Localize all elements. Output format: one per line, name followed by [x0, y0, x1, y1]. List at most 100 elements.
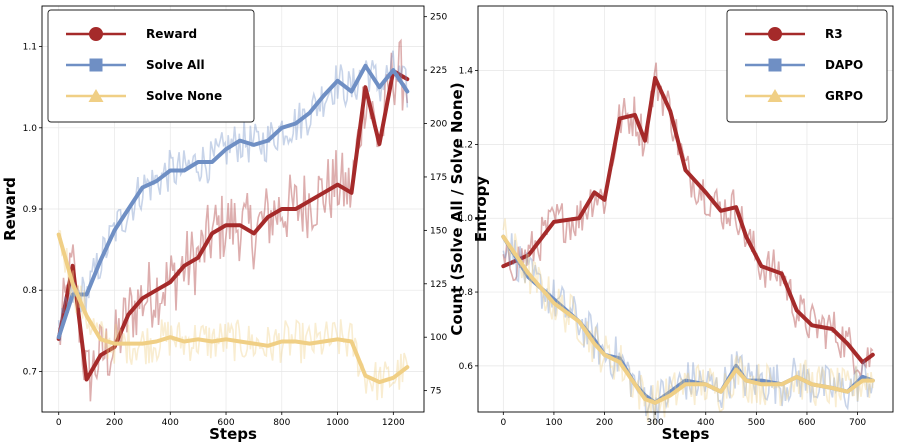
data-point	[224, 223, 228, 227]
data-point	[85, 377, 89, 382]
data-point	[336, 183, 340, 187]
data-point	[633, 382, 637, 386]
y-right-tick-label: 250	[430, 13, 447, 23]
series-raw-line	[58, 229, 409, 401]
data-point	[845, 342, 850, 346]
data-point	[322, 339, 326, 344]
y-tick-label: 1.2	[459, 140, 473, 150]
data-point	[602, 198, 607, 202]
data-point	[653, 401, 657, 405]
legend-marker-triangle	[88, 89, 104, 102]
y-tick-label: 0.9	[23, 205, 38, 215]
data-point	[210, 160, 214, 164]
data-point	[336, 337, 340, 341]
data-point	[795, 375, 799, 379]
data-point	[57, 233, 61, 237]
series-solve-none	[56, 229, 410, 401]
data-point	[704, 382, 708, 386]
y-right-tick-label: 225	[430, 66, 447, 76]
data-point	[126, 342, 130, 346]
data-point	[577, 216, 581, 220]
data-point	[182, 339, 186, 344]
data-point	[182, 168, 186, 173]
legend-marker-square	[768, 58, 782, 72]
data-point	[294, 121, 298, 126]
data-point	[845, 390, 850, 394]
data-point	[294, 207, 298, 211]
plot-frame	[477, 5, 894, 413]
data-point	[238, 223, 242, 227]
data-point	[349, 89, 354, 94]
data-point	[154, 288, 158, 292]
series-line	[56, 232, 410, 385]
y-right-tick-label: 150	[430, 226, 447, 236]
legend-entry-dapo: DAPO	[745, 58, 863, 72]
data-point	[57, 335, 61, 339]
data-point	[744, 379, 748, 383]
data-point	[168, 335, 172, 339]
data-point	[85, 314, 89, 318]
x-tick-label: 500	[748, 418, 765, 428]
data-point	[759, 382, 764, 386]
legend-label: DAPO	[825, 58, 863, 72]
data-point	[168, 280, 172, 284]
data-point	[363, 64, 367, 68]
data-point	[780, 382, 784, 386]
data-point	[224, 337, 228, 341]
data-point	[363, 374, 367, 378]
data-point	[810, 382, 814, 386]
data-point	[633, 113, 637, 117]
series-grpo	[501, 218, 875, 425]
data-point	[322, 191, 326, 195]
series-line	[56, 63, 410, 340]
data-point	[210, 339, 214, 344]
data-point	[112, 342, 117, 346]
data-point	[668, 393, 672, 397]
data-point	[501, 264, 505, 268]
data-point	[618, 356, 622, 361]
data-point	[377, 142, 381, 146]
x-tick-label: 200	[596, 418, 613, 428]
x-axis-title: Steps	[662, 425, 710, 443]
x-tick-label: 700	[849, 418, 866, 428]
data-point	[252, 231, 256, 235]
legend-marker-circle	[768, 27, 782, 41]
data-point	[266, 139, 270, 143]
x-tick-label: 0	[500, 418, 506, 428]
data-point	[238, 139, 242, 143]
data-point	[280, 339, 284, 344]
x-tick-label: 1200	[382, 418, 405, 428]
y-tick-label: 1.0	[459, 214, 474, 224]
data-point	[363, 85, 367, 89]
data-point	[71, 282, 75, 286]
series-line	[501, 76, 875, 365]
legend-marker-circle	[89, 27, 103, 41]
y-right-tick-label: 175	[430, 173, 447, 183]
data-point	[99, 353, 103, 357]
data-point	[592, 190, 597, 194]
series-raw-line	[502, 218, 874, 425]
y-right-tick-label: 125	[430, 280, 447, 290]
data-point	[196, 160, 200, 164]
legend-label: GRPO	[825, 89, 863, 103]
x-axis-title: Steps	[209, 425, 257, 443]
data-point	[336, 79, 340, 83]
data-point	[618, 117, 622, 121]
data-point	[683, 168, 688, 172]
y-right-tick-label: 100	[430, 333, 447, 343]
data-point	[683, 382, 688, 386]
data-point	[577, 320, 581, 324]
data-point	[704, 190, 708, 194]
x-tick-label: 200	[106, 418, 123, 428]
data-point	[154, 179, 158, 183]
data-point	[734, 205, 738, 209]
legend: Reward Solve All Solve None	[47, 9, 255, 123]
data-point	[734, 368, 738, 372]
data-point	[405, 89, 409, 94]
data-point	[140, 186, 144, 190]
data-point	[861, 360, 865, 364]
data-point	[280, 207, 284, 211]
x-tick-label: 0	[56, 418, 62, 428]
data-point	[294, 339, 298, 344]
